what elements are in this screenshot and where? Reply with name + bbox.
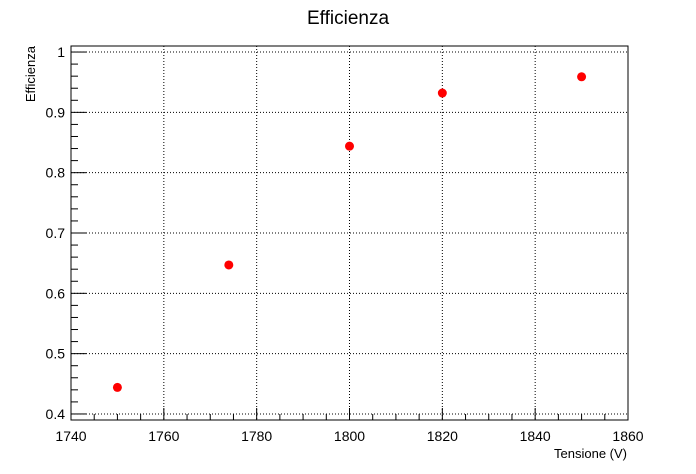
y-tick-label: 0.7 bbox=[46, 225, 66, 241]
x-tick-label: 1820 bbox=[427, 428, 458, 444]
x-axis-label: Tensione (V) bbox=[554, 446, 627, 461]
x-tick-label: 1740 bbox=[55, 428, 86, 444]
y-axis-label: Efficienza bbox=[23, 45, 38, 102]
x-tick-label: 1760 bbox=[148, 428, 179, 444]
y-tick-label: 0.4 bbox=[46, 406, 66, 422]
data-point bbox=[345, 141, 354, 151]
y-axis: 0.4 0.5 0.6 0.7 0.8 0.9 1 bbox=[46, 44, 86, 422]
x-axis: 1740 1760 1780 1800 1820 1840 1860 bbox=[55, 408, 644, 444]
y-tick-label: 0.5 bbox=[46, 346, 66, 362]
y-tick-label: 0.9 bbox=[46, 104, 66, 120]
data-point bbox=[112, 382, 122, 392]
x-tick-label: 1800 bbox=[334, 428, 365, 444]
chart-title: Efficienza bbox=[307, 8, 389, 29]
x-tick-label: 1860 bbox=[612, 428, 643, 444]
y-tick-label: 0.8 bbox=[46, 165, 66, 181]
x-tick-label: 1780 bbox=[241, 428, 272, 444]
data-points bbox=[112, 72, 587, 392]
data-point bbox=[437, 88, 447, 98]
grid-layer bbox=[71, 46, 628, 420]
y-tick-label: 0.6 bbox=[46, 285, 66, 301]
data-point bbox=[224, 260, 234, 270]
data-point bbox=[577, 72, 587, 82]
y-tick-label: 1 bbox=[57, 44, 65, 60]
x-tick-label: 1840 bbox=[520, 428, 551, 444]
